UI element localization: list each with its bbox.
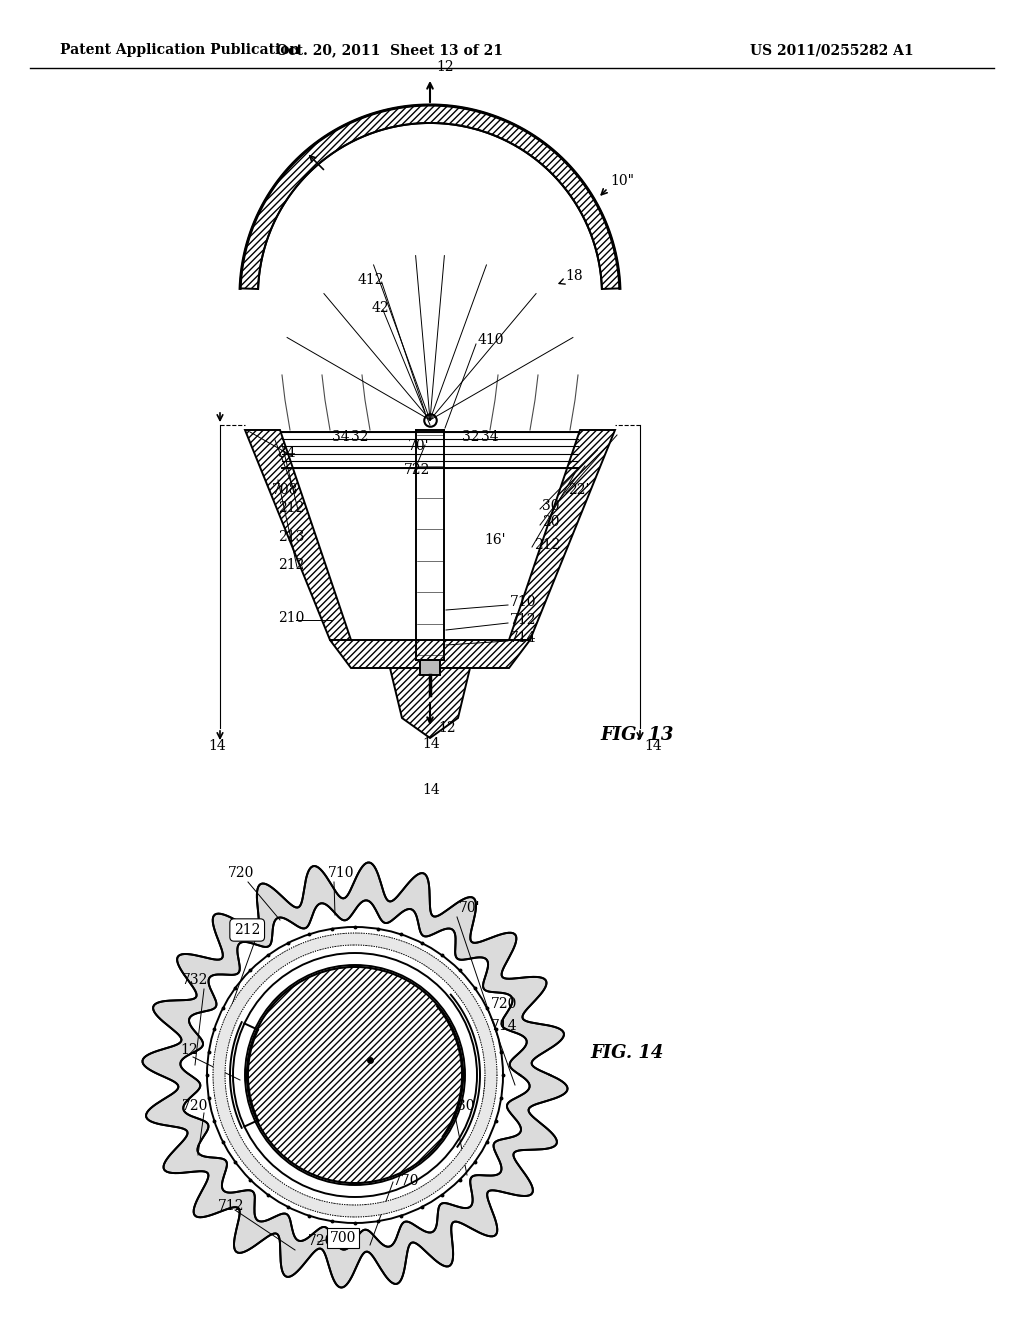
Text: 32: 32 [462,430,479,444]
Polygon shape [390,668,470,738]
Text: 212: 212 [234,923,260,937]
Text: 12: 12 [180,1043,198,1057]
Text: 16': 16' [484,533,506,546]
Text: 12: 12 [436,59,454,74]
Text: Patent Application Publication: Patent Application Publication [60,44,300,57]
Polygon shape [330,640,530,668]
Text: 720: 720 [182,1100,208,1113]
Text: 70': 70' [408,440,429,453]
Text: US 2011/0255282 A1: US 2011/0255282 A1 [750,44,913,57]
Text: 30: 30 [457,1100,474,1113]
Text: 732: 732 [182,973,208,987]
Text: 700: 700 [330,1232,356,1245]
Text: Oct. 20, 2011  Sheet 13 of 21: Oct. 20, 2011 Sheet 13 of 21 [276,44,504,57]
Polygon shape [240,106,620,289]
Text: 20: 20 [542,515,559,529]
Text: 22': 22' [568,483,590,498]
Text: 714: 714 [510,631,537,645]
Text: 712: 712 [510,612,537,627]
Text: 70': 70' [459,902,480,915]
Text: 42: 42 [372,301,389,315]
Polygon shape [213,933,497,1217]
Text: 410: 410 [478,333,505,347]
Circle shape [247,968,463,1183]
Text: 18: 18 [565,269,583,282]
Text: 712: 712 [218,1199,245,1213]
Text: 714: 714 [490,1019,517,1034]
Text: 30: 30 [542,499,559,513]
Text: 720: 720 [490,997,517,1011]
Text: 212: 212 [278,502,304,515]
Text: 14: 14 [208,739,225,752]
Text: 10": 10" [610,174,634,187]
Polygon shape [233,953,477,1197]
Text: 34: 34 [332,430,349,444]
Text: 34: 34 [278,446,296,459]
Text: 412: 412 [358,273,384,286]
Bar [420,660,440,675]
Text: 720: 720 [228,866,254,880]
Text: FIG. 13: FIG. 13 [600,726,674,744]
Text: 212: 212 [534,539,560,552]
Text: 14: 14 [644,739,662,752]
Text: 710: 710 [328,866,354,880]
Text: 213: 213 [278,531,304,544]
Polygon shape [142,862,567,1287]
Text: 708: 708 [272,483,298,498]
Polygon shape [245,430,351,640]
Text: 14: 14 [422,783,439,797]
Text: 14: 14 [422,737,439,751]
Text: FIG. 14: FIG. 14 [590,1044,664,1063]
Circle shape [247,968,463,1183]
Text: 212: 212 [278,558,304,572]
Text: 720: 720 [308,1234,335,1247]
Text: 34: 34 [481,430,499,444]
Polygon shape [509,430,615,640]
Text: 770: 770 [393,1173,420,1188]
Text: 12: 12 [438,721,456,735]
Text: 722: 722 [404,463,430,477]
Text: 32: 32 [351,430,369,444]
Text: 710: 710 [510,595,537,609]
Text: 210: 210 [278,611,304,624]
